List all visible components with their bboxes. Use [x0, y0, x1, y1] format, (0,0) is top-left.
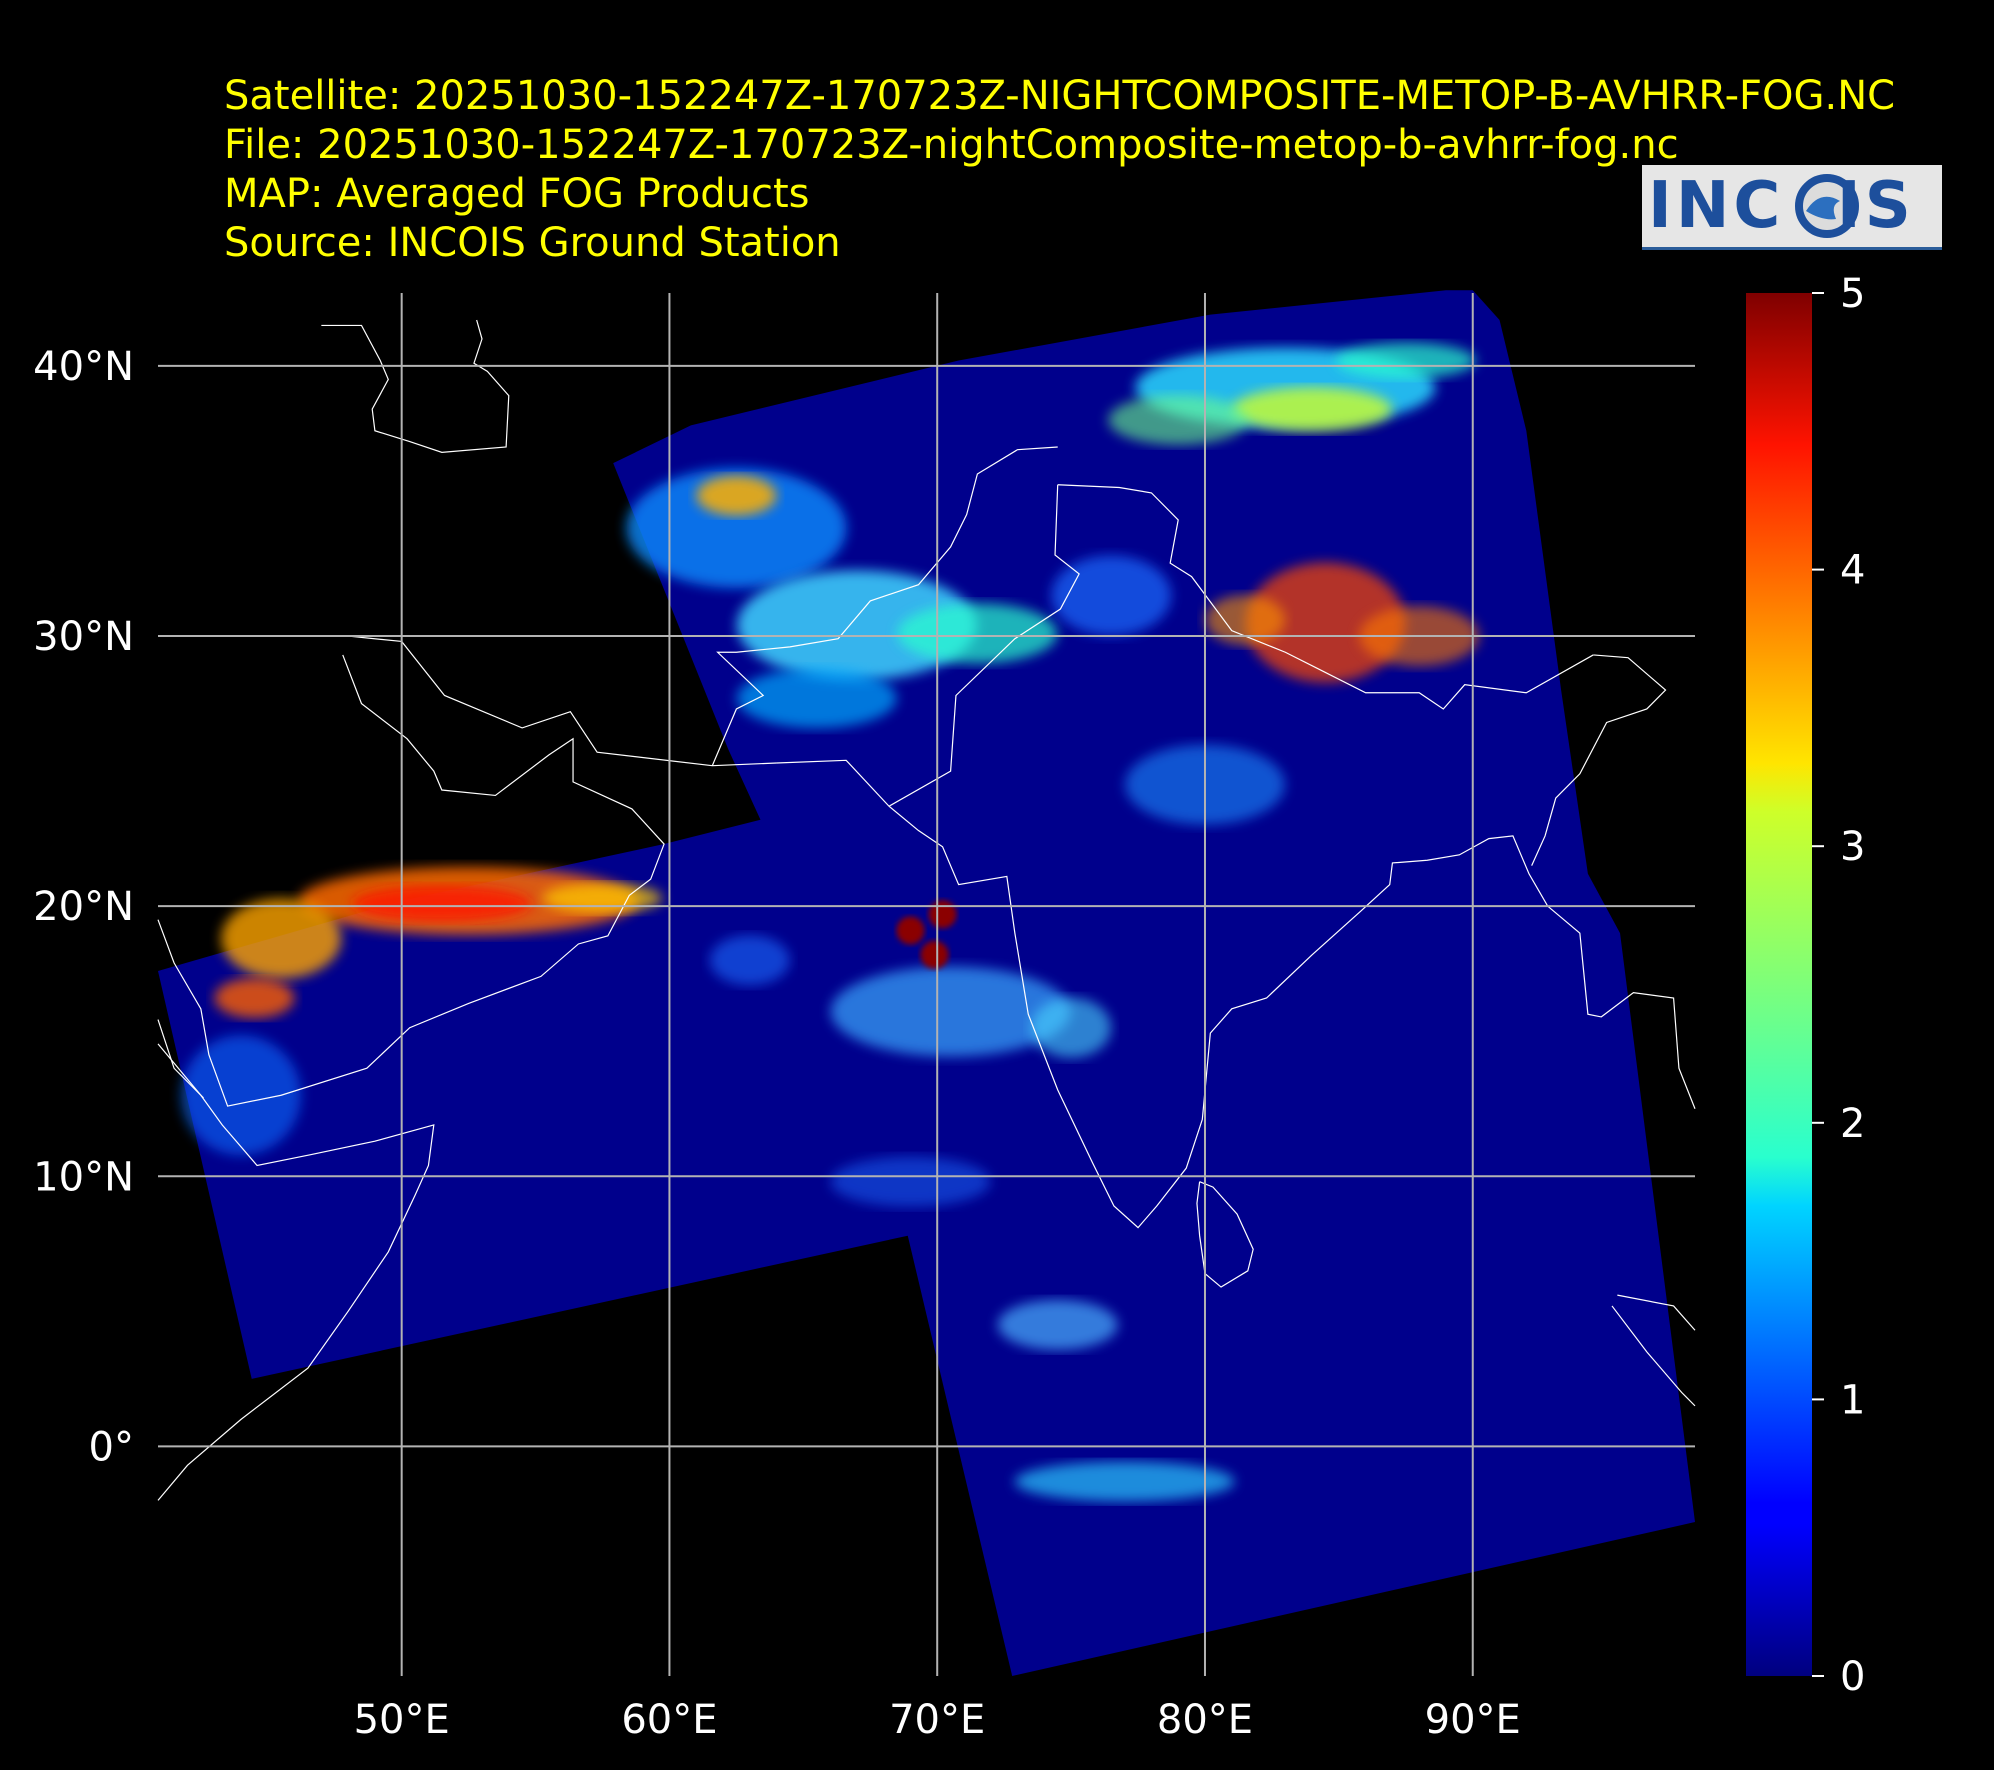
coastline: [776, 759, 1696, 1229]
fog-features: [181, 342, 1480, 1502]
fog-blob: [1031, 997, 1112, 1058]
fog-blob: [1205, 594, 1286, 645]
colorbar-tick-label: 0: [1840, 1654, 1865, 1700]
fog-blob: [736, 668, 897, 729]
map-line: MAP: Averaged FOG Products: [224, 171, 810, 217]
lat-tick-label: 20°N: [33, 884, 134, 930]
colorbar-scale: [1746, 293, 1812, 1676]
colorbar-tick-label: 4: [1840, 548, 1865, 594]
colorbar-ticks: 0 1 2 3 4 5: [1812, 271, 1865, 1700]
coastline: [711, 446, 1058, 766]
fog-blob: [1108, 394, 1249, 445]
fog-hotspot: [896, 916, 925, 945]
gridlines: [158, 293, 1695, 1676]
coastline: [157, 1019, 204, 1099]
coastline: [888, 484, 1080, 807]
coastline: [1196, 1181, 1254, 1288]
colorbar-tick-label: 5: [1840, 271, 1865, 317]
fog-blob: [214, 978, 295, 1019]
satellite-line: Satellite: 20251030-152247Z-170723Z-NIGH…: [224, 73, 1896, 119]
source-line: Source: INCOIS Ground Station: [224, 220, 841, 266]
fog-blob: [1232, 387, 1393, 432]
coastline: [1531, 654, 1667, 866]
coastlines: [157, 319, 1696, 1501]
coastline: [1611, 1305, 1696, 1407]
fog-blob: [181, 1035, 302, 1156]
fog-blob: [709, 935, 790, 986]
coastline: [1057, 484, 1594, 710]
coastline: [157, 654, 665, 1107]
fog-hotspot: [920, 940, 949, 969]
fog-blob: [997, 1299, 1118, 1350]
fog-blob: [830, 1156, 991, 1207]
coastline: [1617, 1294, 1696, 1331]
fog-blob: [1051, 555, 1172, 636]
fog-blob: [1014, 1461, 1235, 1502]
lat-tick-label: 10°N: [33, 1154, 134, 1200]
fog-blob: [221, 898, 342, 979]
colorbar-tick-label: 3: [1840, 824, 1865, 870]
lon-tick-label: 90°E: [1425, 1697, 1521, 1743]
lon-tick-label: 50°E: [354, 1697, 450, 1743]
lon-tick-label: 80°E: [1157, 1697, 1253, 1743]
colorbar-tick-label: 1: [1840, 1377, 1865, 1423]
incois-logo: INC IS: [1642, 165, 1942, 250]
fog-blob: [830, 966, 1071, 1057]
coastline: [348, 635, 777, 767]
logo-text: INC IS: [1648, 169, 1915, 243]
lat-tick-label: 40°N: [33, 344, 134, 390]
coastline: [157, 1043, 435, 1501]
fog-blob: [542, 883, 663, 914]
colorbar-tick-label: 2: [1840, 1101, 1865, 1147]
fog-blob: [351, 885, 532, 922]
lat-tick-label: 0°: [89, 1424, 134, 1470]
file-line: File: 20251030-152247Z-170723Z-nightComp…: [224, 122, 1679, 168]
fog-hotspot: [928, 900, 957, 929]
fog-blob: [696, 475, 777, 516]
fog-blob: [626, 468, 847, 589]
lat-tick-label: 30°N: [33, 614, 134, 660]
fog-blob: [1335, 342, 1476, 379]
coastline: [321, 319, 510, 453]
lon-tick-label: 70°E: [889, 1697, 985, 1743]
colorbar: 0 1 2 3 4 5: [1746, 271, 1865, 1700]
fog-blob: [897, 603, 1058, 664]
map-header: Satellite: 20251030-152247Z-170723Z-NIGH…: [224, 72, 1895, 268]
axis-tick-labels: 40°N 30°N 20°N 10°N 0° 50°E 60°E 70°E 80°E 90°E: [33, 344, 1521, 1743]
logo-wave-icon: [1795, 174, 1859, 238]
lon-tick-label: 60°E: [621, 1697, 717, 1743]
